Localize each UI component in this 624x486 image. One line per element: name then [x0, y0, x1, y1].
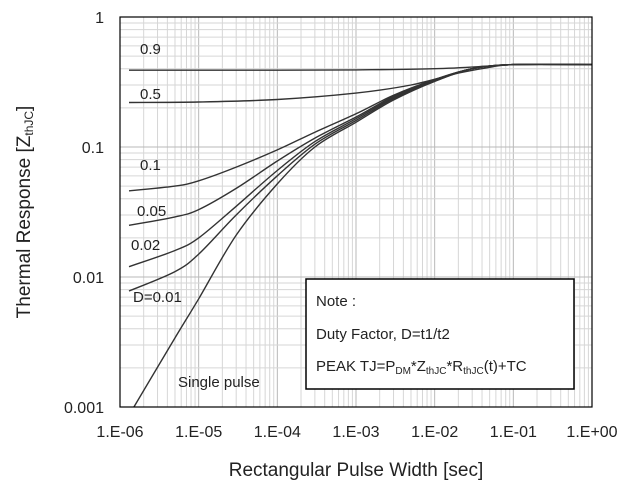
note-peak-tj-formula: PEAK TJ=PDM*ZthJC*RthJC(t)+TC — [316, 358, 527, 377]
series-label: 0.05 — [137, 203, 166, 220]
y-tick-label: 0.001 — [64, 400, 104, 417]
note-box-frame — [305, 278, 575, 390]
note-box: Note : Duty Factor, D=t1/t2 PEAK TJ=PDM*… — [305, 278, 575, 390]
plot-frame — [119, 16, 593, 408]
x-tick-label: 1.E-04 — [254, 424, 301, 441]
y-tick-label: 0.01 — [73, 270, 104, 287]
y-axis-title: Thermal Response [ZthJC] — [14, 106, 36, 319]
curves — [128, 63, 593, 408]
x-tick-label: 1.E+00 — [566, 424, 617, 441]
series-label: Single pulse — [178, 374, 260, 391]
series-label: 0.9 — [140, 41, 161, 58]
note-duty-factor: Duty Factor, D=t1/t2 — [316, 326, 450, 343]
series-label: 0.02 — [131, 237, 160, 254]
series-label: D=0.01 — [133, 289, 182, 306]
series-label: 0.1 — [140, 157, 161, 174]
x-tick-label: 1.E-01 — [490, 424, 537, 441]
x-tick-label: 1.E-02 — [411, 424, 458, 441]
y-tick-labels: 0.001 0.01 0.1 1 — [64, 10, 104, 417]
x-axis-title: Rectangular Pulse Width [sec] — [229, 460, 484, 481]
y-tick-label: 1 — [95, 10, 104, 27]
series-labels: 0.9 0.5 0.1 0.05 0.02 D=0.01 Single pulse — [131, 41, 260, 391]
x-tick-label: 1.E-03 — [332, 424, 379, 441]
y-tick-label: 0.1 — [82, 140, 104, 157]
series-label: 0.5 — [140, 86, 161, 103]
x-tick-label: 1.E-05 — [175, 424, 222, 441]
note-title: Note : — [316, 293, 356, 310]
x-tick-labels: 1.E-06 1.E-05 1.E-04 1.E-03 1.E-02 1.E-01 1.E+… — [96, 424, 617, 441]
x-tick-label: 1.E-06 — [96, 424, 143, 441]
series-line-single-pulse — [133, 63, 593, 408]
